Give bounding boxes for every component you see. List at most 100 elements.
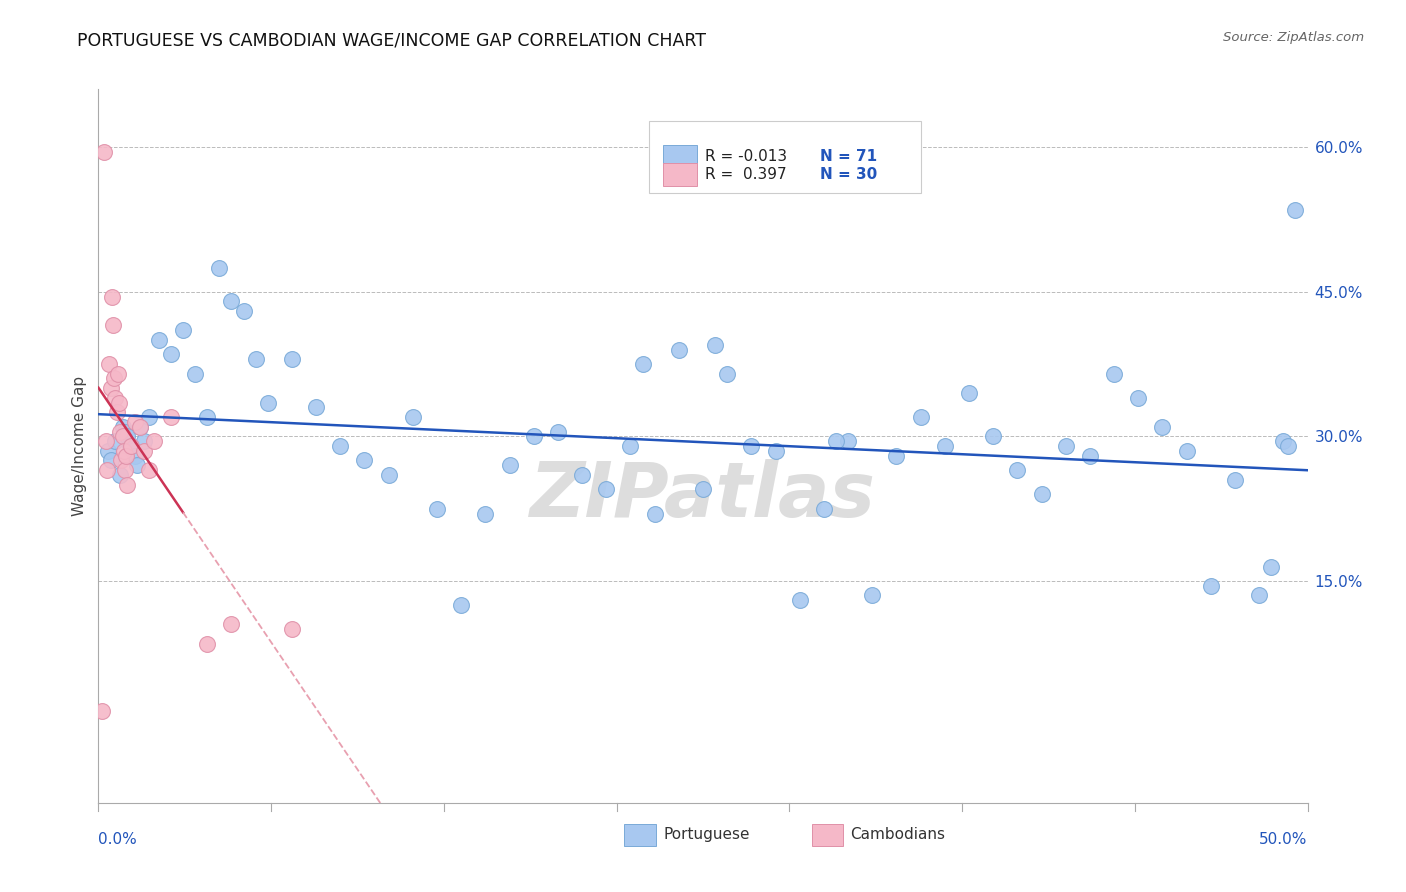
Point xyxy=(1223,473,1246,487)
Point xyxy=(1152,419,1174,434)
Point xyxy=(305,401,328,415)
Point xyxy=(98,357,121,371)
Point xyxy=(100,381,122,395)
Point xyxy=(825,434,848,449)
Point xyxy=(426,501,449,516)
Point xyxy=(138,410,160,425)
Text: N = 71: N = 71 xyxy=(820,149,877,164)
Point xyxy=(692,483,714,497)
Point xyxy=(498,458,520,473)
Point xyxy=(195,410,218,425)
Point xyxy=(100,289,122,303)
Point xyxy=(120,439,142,453)
Point xyxy=(148,333,170,347)
Point xyxy=(134,443,156,458)
Point xyxy=(117,429,139,443)
Text: Source: ZipAtlas.com: Source: ZipAtlas.com xyxy=(1223,31,1364,45)
Text: ZIPatlas: ZIPatlas xyxy=(530,459,876,533)
Point xyxy=(837,434,859,449)
Point xyxy=(523,429,546,443)
Point xyxy=(108,395,131,409)
Point xyxy=(134,434,156,449)
Point xyxy=(104,434,127,449)
Point xyxy=(1007,463,1029,477)
Point xyxy=(195,637,218,651)
Point xyxy=(127,458,149,473)
Point xyxy=(644,507,666,521)
Point xyxy=(111,429,134,443)
Point xyxy=(1175,443,1198,458)
Point xyxy=(108,425,131,439)
Text: Cambodians: Cambodians xyxy=(851,828,945,842)
Point xyxy=(547,425,569,439)
Point xyxy=(1078,449,1101,463)
Point xyxy=(114,425,136,439)
Point xyxy=(232,304,254,318)
Point xyxy=(184,367,207,381)
Point xyxy=(450,598,472,612)
Point xyxy=(221,617,243,632)
Point xyxy=(91,704,114,718)
Point xyxy=(208,260,231,275)
Point xyxy=(1031,487,1053,501)
Point xyxy=(101,318,124,333)
Point xyxy=(789,593,811,607)
Point xyxy=(1277,439,1299,453)
Point xyxy=(1284,202,1306,217)
Point xyxy=(619,439,641,453)
Point xyxy=(138,463,160,477)
Point xyxy=(934,439,956,453)
Point xyxy=(128,419,150,434)
Point xyxy=(160,410,183,425)
Point xyxy=(571,467,593,482)
Point xyxy=(1260,559,1282,574)
Point xyxy=(353,453,375,467)
Point xyxy=(1102,367,1125,381)
Point xyxy=(1128,391,1150,405)
Bar xyxy=(664,162,697,186)
Point xyxy=(1272,434,1295,449)
Point xyxy=(886,449,908,463)
Point xyxy=(104,391,127,405)
Point xyxy=(100,453,122,467)
Text: 50.0%: 50.0% xyxy=(1260,831,1308,847)
Point xyxy=(103,371,125,385)
Text: PORTUGUESE VS CAMBODIAN WAGE/INCOME GAP CORRELATION CHART: PORTUGUESE VS CAMBODIAN WAGE/INCOME GAP … xyxy=(77,31,706,49)
Point xyxy=(631,357,654,371)
Point xyxy=(402,410,425,425)
Point xyxy=(117,477,139,491)
Point xyxy=(111,419,134,434)
Point xyxy=(704,337,727,351)
Point xyxy=(107,367,129,381)
Point xyxy=(118,439,141,453)
Point xyxy=(981,429,1004,443)
Y-axis label: Wage/Income Gap: Wage/Income Gap xyxy=(72,376,87,516)
Point xyxy=(115,449,138,463)
Point xyxy=(1054,439,1077,453)
Point xyxy=(172,323,194,337)
Point xyxy=(1249,589,1271,603)
Point xyxy=(377,467,399,482)
Point xyxy=(94,434,117,449)
Point xyxy=(765,443,787,458)
Point xyxy=(105,405,128,419)
Bar xyxy=(624,824,655,846)
Point xyxy=(595,483,617,497)
Point xyxy=(128,419,150,434)
Point xyxy=(716,367,738,381)
Text: 0.0%: 0.0% xyxy=(98,831,138,847)
Point xyxy=(245,352,267,367)
Text: Portuguese: Portuguese xyxy=(664,828,749,842)
Point xyxy=(124,449,146,463)
Point xyxy=(1199,579,1222,593)
Bar xyxy=(811,824,844,846)
Point xyxy=(281,622,304,636)
Point xyxy=(329,439,352,453)
Text: N = 30: N = 30 xyxy=(820,167,877,182)
Point xyxy=(108,467,131,482)
Point xyxy=(813,501,835,516)
Point xyxy=(910,410,932,425)
Point xyxy=(96,463,118,477)
Point xyxy=(97,443,120,458)
Point xyxy=(474,507,496,521)
